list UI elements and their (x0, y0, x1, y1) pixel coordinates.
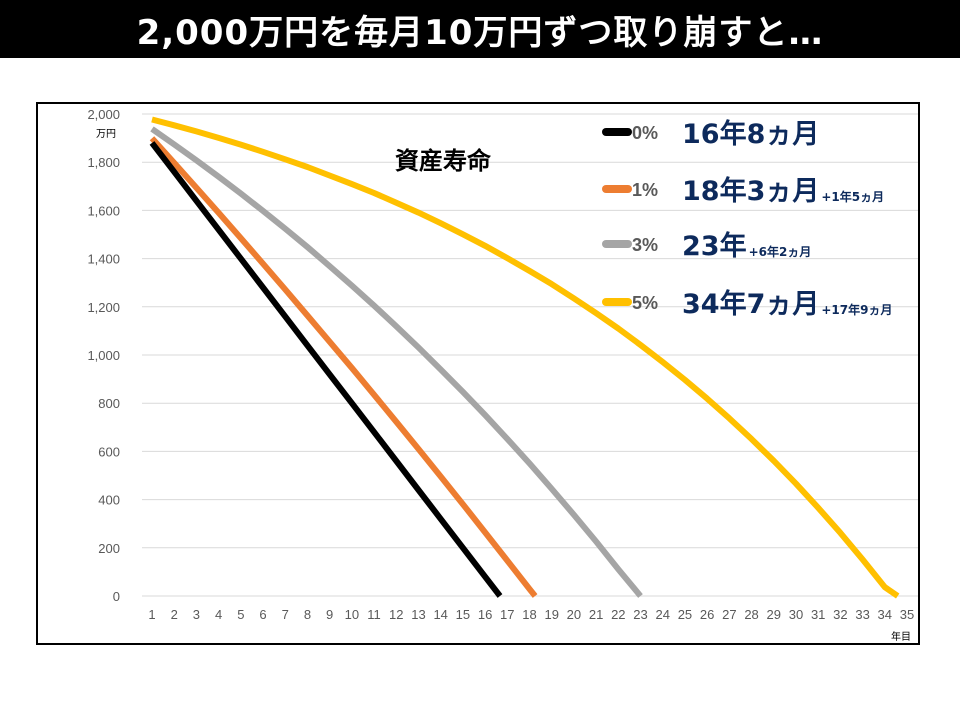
x-tick-label: 16 (478, 607, 492, 622)
x-tick-label: 18 (522, 607, 536, 622)
x-tick-label: 24 (656, 607, 670, 622)
x-tick-label: 32 (833, 607, 847, 622)
x-tick-label: 19 (544, 607, 558, 622)
chart-frame: 2,000 1,800 1,600 1,400 1,200 1,000 800 600 400 2… (36, 102, 920, 645)
y-axis-labels: 2,000 1,800 1,600 1,400 1,200 1,000 800 600 400 2… (87, 107, 120, 604)
lifespan-extra-3pct: +6年2ヵ月 (749, 244, 812, 259)
chart-subtitle: 資産寿命 (395, 147, 492, 175)
x-tick-label: 15 (456, 607, 470, 622)
x-tick-label: 31 (811, 607, 825, 622)
legend: 0% 16年8ヵ月 1% 18年3ヵ月 +1年5ヵ月 3% 23年 +6年2ヵ月 5% 34年7ヵ… (602, 118, 892, 320)
x-tick-label: 22 (611, 607, 625, 622)
y-unit-label: 万円 (96, 129, 116, 140)
x-tick-label: 10 (345, 607, 359, 622)
y-tick-label: 200 (98, 541, 120, 556)
x-tick-label: 17 (500, 607, 514, 622)
series-line-1pct (149, 136, 538, 598)
series-line-3pct (150, 126, 643, 598)
x-tick-label: 1 (148, 607, 155, 622)
gridlines (142, 113, 918, 597)
x-tick-label: 25 (678, 607, 692, 622)
x-tick-label: 33 (855, 607, 869, 622)
x-tick-label: 23 (633, 607, 647, 622)
legend-label-0pct: 0% (632, 123, 658, 143)
x-tick-label: 28 (744, 607, 758, 622)
x-tick-label: 14 (433, 607, 447, 622)
x-tick-label: 26 (700, 607, 714, 622)
series-line-5pct (151, 116, 900, 599)
x-tick-label: 13 (411, 607, 425, 622)
y-tick-label: 1,600 (87, 203, 120, 218)
x-tick-label: 29 (767, 607, 781, 622)
series-lines (149, 116, 900, 599)
x-tick-label: 27 (722, 607, 736, 622)
x-tick-label: 34 (878, 607, 892, 622)
y-tick-label: 1,200 (87, 300, 120, 315)
line-chart: 2,000 1,800 1,600 1,400 1,200 1,000 800 600 400 2… (87, 107, 918, 643)
x-tick-label: 4 (215, 607, 222, 622)
x-tick-label: 9 (326, 607, 333, 622)
legend-label-5pct: 5% (632, 293, 658, 313)
y-tick-label: 1,400 (87, 252, 120, 267)
y-tick-label: 0 (113, 589, 120, 604)
x-tick-label: 21 (589, 607, 603, 622)
series-line-0pct (149, 141, 503, 598)
x-tick-label: 12 (389, 607, 403, 622)
x-tick-label: 35 (900, 607, 914, 622)
y-tick-label: 800 (98, 396, 120, 411)
x-tick-label: 11 (367, 607, 381, 622)
lifespan-1pct: 18年3ヵ月 (682, 175, 819, 207)
legend-label-3pct: 3% (632, 235, 658, 255)
lifespan-5pct: 34年7ヵ月 (682, 288, 819, 320)
lifespan-3pct: 23年 (682, 230, 747, 262)
x-tick-label: 30 (789, 607, 803, 622)
x-tick-label: 7 (282, 607, 289, 622)
x-axis-labels: 1 2 3 4 5 6 7 8 9 10 11 12 13 14 15 16 17 18 19 20 21 22 23 24 2… (148, 607, 914, 622)
x-tick-label: 8 (304, 607, 311, 622)
x-tick-label: 5 (237, 607, 244, 622)
x-tick-label: 3 (193, 607, 200, 622)
x-tick-label: 20 (567, 607, 581, 622)
x-tick-label: 6 (259, 607, 266, 622)
lifespan-0pct: 16年8ヵ月 (682, 118, 819, 150)
y-tick-label: 400 (98, 493, 120, 508)
title-bar: 2,000万円を毎月10万円ずつ取り崩すと… (0, 0, 960, 58)
y-tick-label: 2,000 (87, 107, 120, 122)
y-tick-label: 1,000 (87, 348, 120, 363)
page-title: 2,000万円を毎月10万円ずつ取り崩すと… (136, 12, 824, 53)
legend-label-1pct: 1% (632, 180, 658, 200)
lifespan-extra-5pct: +17年9ヵ月 (821, 302, 892, 317)
x-tick-label: 2 (171, 607, 178, 622)
y-tick-label: 1,800 (87, 155, 120, 170)
x-unit-label: 年目 (891, 630, 911, 643)
y-tick-label: 600 (98, 444, 120, 459)
lifespan-extra-1pct: +1年5ヵ月 (821, 189, 884, 204)
